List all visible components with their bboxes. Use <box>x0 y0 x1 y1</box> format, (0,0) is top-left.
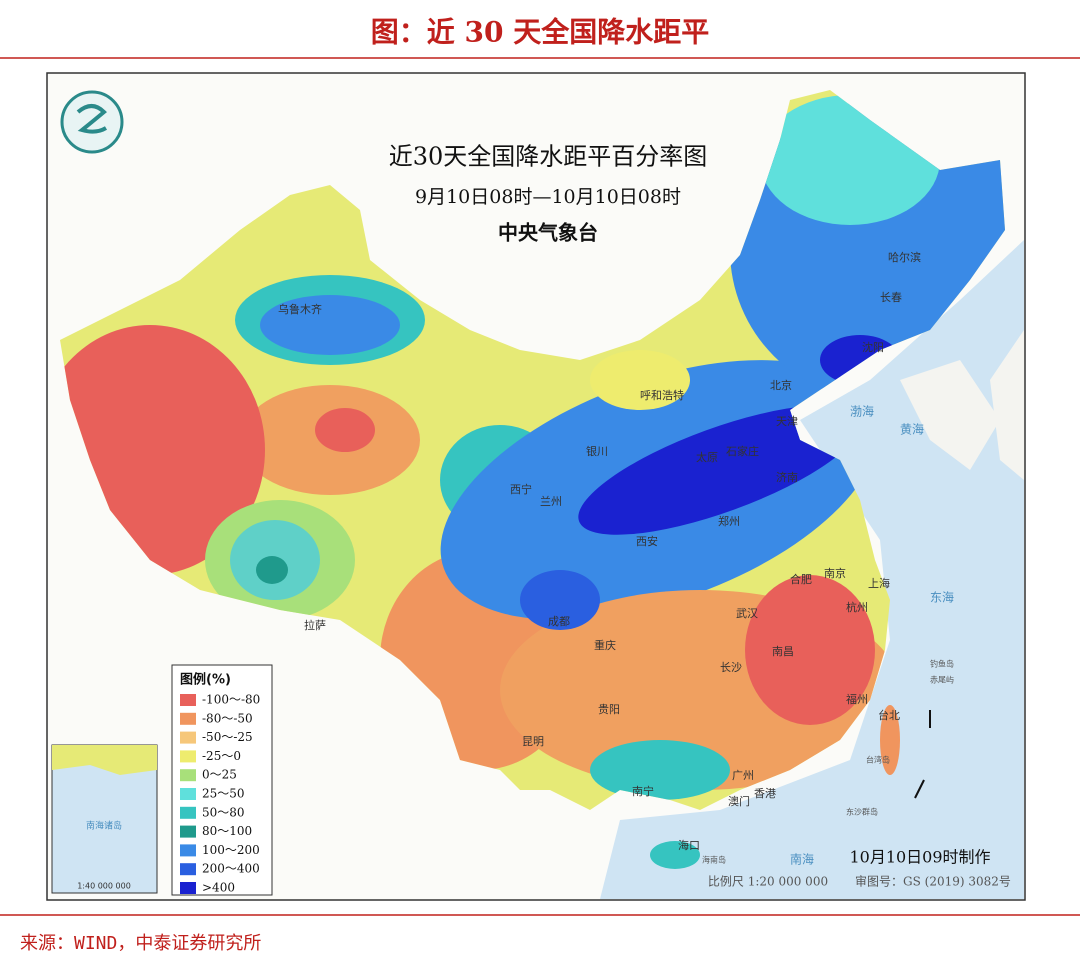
scale: 比例尺 1:20 000 000 <box>708 875 828 889</box>
hainan <box>650 841 700 869</box>
city: 昆明 <box>522 735 544 748</box>
legend-title: 图例(%) <box>180 672 231 688</box>
approval: 审图号：GS (2019) 3082号 <box>855 874 1011 889</box>
legend-label: -50～-25 <box>202 730 253 744</box>
island-label: 东沙群岛 <box>846 807 878 817</box>
city: 太原 <box>696 451 718 464</box>
legend-label: 200～400 <box>202 862 260 876</box>
island-label: 海南岛 <box>702 855 726 865</box>
city: 南昌 <box>772 645 794 658</box>
legend-label: -100～-80 <box>202 693 260 707</box>
city: 沈阳 <box>862 340 884 354</box>
city: 西宁 <box>510 482 532 496</box>
legend-label: >400 <box>202 881 235 895</box>
city: 西安 <box>636 534 658 548</box>
header-title: 图：近 30 天全国降水距平 <box>371 16 709 49</box>
city: 哈尔滨 <box>888 250 921 264</box>
inset-scale: 1:40 000 000 <box>77 882 131 891</box>
city: 北京 <box>770 378 792 392</box>
legend-swatch <box>180 769 196 782</box>
city: 成都 <box>548 615 570 628</box>
city: 南宁 <box>632 784 654 798</box>
city: 兰州 <box>540 495 562 508</box>
legend-label: 80～100 <box>202 824 252 838</box>
legend-swatch <box>180 712 196 725</box>
map-period: 9月10日08时—10月10日08时 <box>415 186 681 208</box>
map-title: 近30天全国降水距平百分率图 <box>389 143 708 171</box>
inset: 南海诸岛 1:40 000 000 <box>51 744 158 894</box>
inset-title: 南海诸岛 <box>86 820 122 832</box>
city: 福州 <box>846 692 868 706</box>
legend-label: 25～50 <box>202 787 245 801</box>
legend-label: 50～80 <box>202 805 245 819</box>
city: 贵阳 <box>598 703 620 716</box>
legend-swatch <box>180 863 196 876</box>
legend-swatch <box>180 882 196 894</box>
city: 香港 <box>754 787 776 800</box>
city: 天津 <box>776 415 798 428</box>
city: 澳门 <box>728 794 750 808</box>
legend-swatch <box>180 844 196 857</box>
city: 长沙 <box>720 661 742 674</box>
japan <box>990 330 1024 480</box>
city: 台北 <box>878 708 900 722</box>
city: 合肥 <box>790 572 812 586</box>
island-label: 钓鱼岛 <box>930 659 954 669</box>
source: 来源：WIND，中泰证券研究所 <box>20 933 261 954</box>
city: 重庆 <box>594 638 616 652</box>
island-label: 赤尾屿 <box>930 676 954 685</box>
legend-swatch <box>180 825 196 838</box>
inset-land <box>52 745 157 775</box>
map: 近30天全国降水距平百分率图 9月10日08时—10月10日08时 中央气象台 … <box>46 72 1026 901</box>
city: 广州 <box>732 769 754 782</box>
city: 呼和浩特 <box>640 388 684 402</box>
legend: 图例(%) -100～-80 -80～-50 -50～-25 -25～0 0～25 25～… <box>171 664 273 896</box>
city: 上海 <box>868 576 890 590</box>
city: 乌鲁木齐 <box>278 302 322 316</box>
logo-mark <box>76 104 108 134</box>
city: 武汉 <box>736 607 758 620</box>
map-issuer: 中央气象台 <box>498 221 598 245</box>
sea-label: 渤海 <box>850 404 874 419</box>
legend-swatch <box>180 731 196 744</box>
legend-swatch <box>180 750 196 763</box>
city: 郑州 <box>718 514 740 528</box>
legend-label: 100～200 <box>202 843 260 857</box>
boundary-mark <box>914 779 925 799</box>
legend-label: -80～-50 <box>202 711 253 725</box>
city: 银川 <box>586 444 608 458</box>
made-time: 10月10日09时制作 <box>849 848 990 867</box>
legend-swatch <box>180 788 196 800</box>
sea-label: 南海 <box>790 852 814 867</box>
sea-label: 东海 <box>930 590 954 605</box>
legend-swatch <box>180 806 196 819</box>
taiwan <box>880 705 900 775</box>
legend-swatch <box>180 694 196 706</box>
city: 南京 <box>824 566 846 580</box>
city: 杭州 <box>846 600 868 614</box>
legend-label: -25～0 <box>202 749 241 763</box>
legend-label: 0～25 <box>202 768 237 782</box>
sea-label: 黄海 <box>900 422 924 437</box>
korea <box>900 360 1000 470</box>
city-labels: 乌鲁木齐 哈尔滨 长春 沈阳 北京 天津 呼和浩特 石家庄 太原 济南 银川 西… <box>278 250 921 852</box>
city: 拉萨 <box>304 618 326 632</box>
island-label: 台湾岛 <box>866 755 890 765</box>
city: 长春 <box>880 291 902 304</box>
city: 济南 <box>776 470 798 484</box>
city: 海口 <box>678 838 700 852</box>
city: 石家庄 <box>726 444 759 458</box>
